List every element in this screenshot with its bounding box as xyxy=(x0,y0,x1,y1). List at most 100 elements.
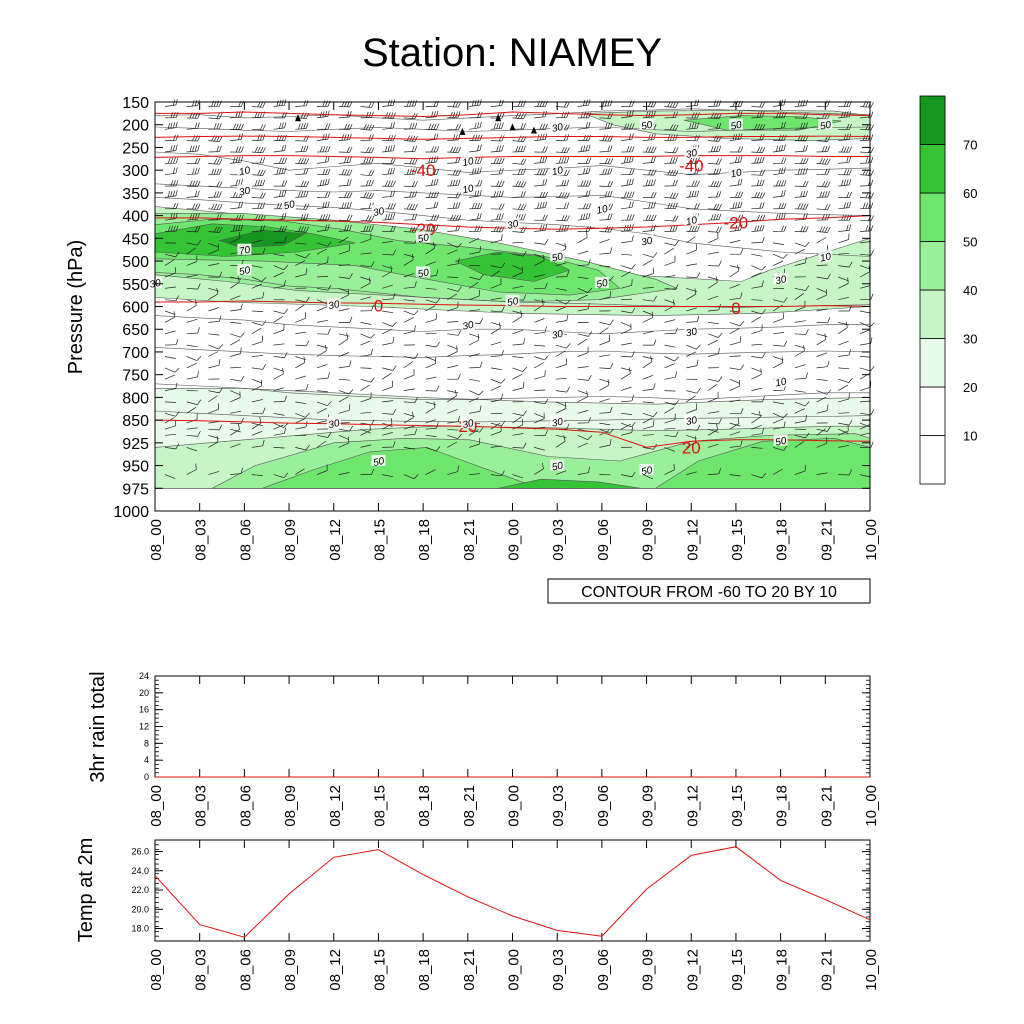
wind-barb xyxy=(707,428,719,433)
contour-value-label: 30 xyxy=(149,278,163,291)
wind-barb xyxy=(859,265,871,270)
contour-label-bg xyxy=(684,325,699,337)
wind-barb xyxy=(686,225,700,233)
wind-barb xyxy=(773,202,787,210)
wind-barb xyxy=(512,356,524,359)
wind-barb xyxy=(838,419,853,426)
wind-barb xyxy=(577,346,589,357)
rain-y-tick-label: 24 xyxy=(139,671,149,681)
contour-label-bg xyxy=(684,414,699,426)
wind-barb xyxy=(447,344,458,350)
wind-barb xyxy=(794,167,808,176)
wind-barb xyxy=(360,333,376,339)
wind-barb xyxy=(382,310,394,314)
wind-barb xyxy=(425,201,439,210)
wind-barb xyxy=(164,212,178,221)
time-tick-label: 09_15 xyxy=(729,519,746,561)
contour-value-label: 10 xyxy=(774,376,788,389)
wind-barb xyxy=(642,355,653,369)
wind-barb xyxy=(707,251,719,255)
wind-barb xyxy=(490,306,505,313)
wind-barb xyxy=(273,367,285,372)
wind-barb xyxy=(729,431,741,436)
wind-barb xyxy=(338,396,349,403)
pressure-tick-label: 750 xyxy=(122,368,149,385)
wind-barb xyxy=(490,122,504,130)
wind-pennant xyxy=(509,123,516,131)
temp-y-tick-label: 22.0 xyxy=(131,885,149,895)
wind-barb xyxy=(794,157,809,165)
wind-barb xyxy=(664,399,679,406)
wind-barb xyxy=(360,428,371,434)
time-tick-label: 09_06 xyxy=(595,519,612,561)
wind-barb xyxy=(816,333,827,346)
wind-barb xyxy=(794,135,809,142)
wind-barb xyxy=(468,333,480,338)
wind-barb xyxy=(447,179,461,187)
wind-barb xyxy=(794,320,806,323)
wind-barb xyxy=(621,110,634,119)
wind-barb xyxy=(490,367,502,370)
wind-barb xyxy=(382,249,397,256)
wind-barb xyxy=(534,344,546,347)
wind-barb xyxy=(707,384,718,391)
wind-barb xyxy=(273,280,286,289)
wind-barb xyxy=(468,282,479,289)
wind-barb xyxy=(490,341,502,346)
wind-barb xyxy=(403,213,418,221)
wind-barb xyxy=(838,276,849,282)
wind-barb xyxy=(664,427,676,430)
contour-label-bg xyxy=(282,198,297,210)
wind-barb xyxy=(859,432,871,436)
wind-barb xyxy=(599,99,613,107)
wind-barb xyxy=(707,213,722,221)
wind-barb xyxy=(164,167,178,176)
wind-barb xyxy=(512,381,525,391)
wind-barb xyxy=(338,378,350,381)
wind-barb xyxy=(164,474,176,479)
wind-barb xyxy=(338,333,349,346)
time-tick-label: 08_18 xyxy=(416,519,433,561)
wind-barb xyxy=(794,364,806,369)
contour-label-bg xyxy=(550,415,565,427)
contour-value-label: 10 xyxy=(685,215,699,228)
wind-barb xyxy=(403,191,418,198)
wind-barb xyxy=(621,235,634,244)
wind-barb xyxy=(295,468,305,475)
wind-barb xyxy=(729,474,741,477)
wind-barb xyxy=(164,267,176,278)
wind-barb xyxy=(469,144,482,153)
wind-barb xyxy=(382,336,395,346)
wind-barb xyxy=(186,463,197,475)
wind-barb xyxy=(208,387,223,394)
contour-value-label: 50 xyxy=(372,456,386,469)
temp-plot-frame xyxy=(154,839,871,942)
time-tick-label: 09_18 xyxy=(774,949,791,991)
wind-barb xyxy=(664,157,678,164)
contour-label-bg xyxy=(550,164,565,176)
wind-barb xyxy=(360,367,372,369)
wind-barb xyxy=(751,169,766,176)
wind-barb xyxy=(251,134,266,141)
wind-barb xyxy=(642,156,656,164)
wind-barb xyxy=(490,234,503,244)
wind-barb xyxy=(772,418,784,424)
wind-barb xyxy=(469,309,481,312)
wind-barb xyxy=(360,101,375,108)
wind-barb xyxy=(686,307,697,312)
wind-barb xyxy=(403,325,416,335)
wind-barb xyxy=(859,422,871,428)
wind-barb xyxy=(751,253,763,257)
wind-barb xyxy=(512,442,527,449)
wind-barb xyxy=(664,390,676,392)
wind-barb xyxy=(295,122,309,130)
wind-barb xyxy=(425,178,439,187)
wind-barb xyxy=(338,404,351,414)
temp-y-tick-label: 20.0 xyxy=(131,904,149,914)
wind-barb xyxy=(403,158,418,165)
wind-barb xyxy=(534,318,545,323)
wind-barb xyxy=(794,401,810,407)
wind-barb xyxy=(686,403,698,414)
wind-barb xyxy=(295,304,305,312)
wind-barb xyxy=(382,265,393,278)
